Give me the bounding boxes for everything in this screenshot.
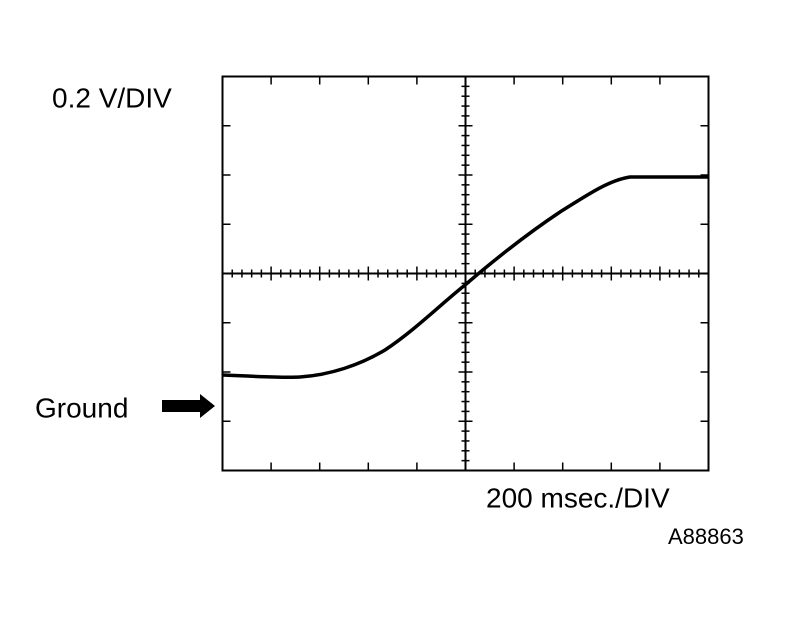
volts-per-div-label: 0.2 V/DIV — [52, 82, 172, 113]
figure-id: A88863 — [668, 524, 744, 549]
time-per-div-label: 200 msec./DIV — [486, 482, 670, 513]
ground-label: Ground — [35, 392, 128, 423]
graticule — [222, 76, 709, 471]
waveform — [221, 175, 708, 380]
ground-arrow — [162, 394, 215, 418]
